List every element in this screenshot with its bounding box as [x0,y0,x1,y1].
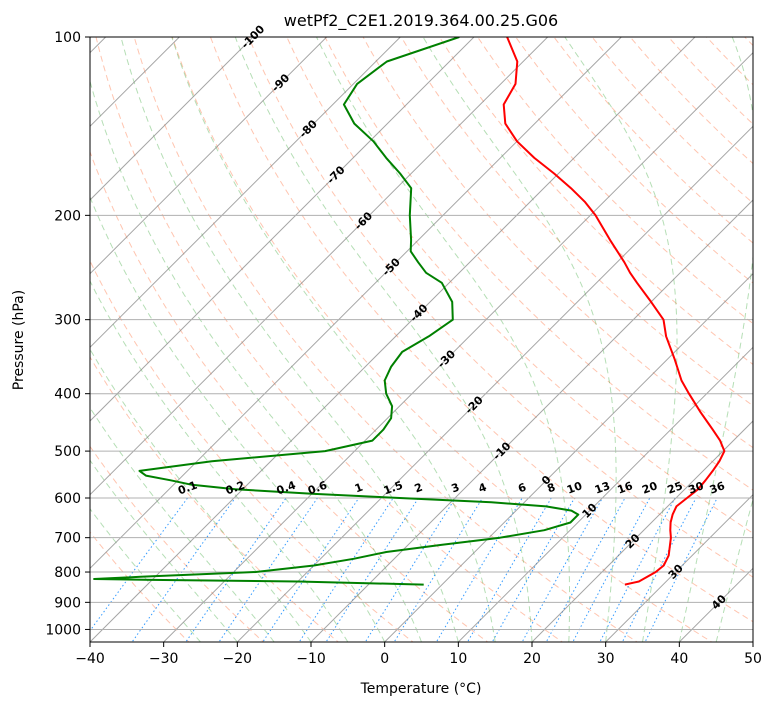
moist-adiabat [90,195,386,642]
isotherm-line [384,272,753,642]
temperature-line [502,37,726,586]
y-tick-label: 400 [54,387,81,403]
moist-adiabat [564,37,678,642]
mixing-ratio-label: 30 [687,479,706,497]
x-tick-label: 0 [380,651,389,667]
mixing-ratio-label: 4 [477,480,489,495]
mixing-ratio-line [131,497,236,642]
isotherm-line [90,37,254,201]
dry-adiabat [286,37,753,534]
moist-adiabat [678,37,753,642]
moist-adiabat [422,37,617,642]
mixing-ratio-line [364,497,456,642]
mixing-ratio-label: 1.5 [382,479,405,498]
mixing-ratio-label: 0.1 [176,479,199,498]
dry-adiabat [400,37,753,407]
mixing-ratio-label: 8 [545,481,557,496]
moist-adiabat [90,406,275,642]
x-tick-label: −30 [149,651,179,667]
mixing-ratio-label: 13 [593,479,612,496]
isotherm-line [605,493,753,642]
x-tick-label: 10 [449,651,467,667]
mixing-ratio-line [435,497,523,642]
mixing-ratio-label: 16 [616,479,635,497]
dry-adiabat [324,37,753,491]
plot-frame [89,36,754,643]
mixing-ratio-label: 2 [413,481,425,496]
isotherm-line [90,37,328,275]
series-layer [93,37,726,586]
dewpoint-line [93,37,580,586]
y-tick-label: 500 [54,444,81,460]
chart-title: wetPf2_C2E1.2019.364.00.25.G06 [284,11,558,31]
mixing-ratio-label: 20 [640,479,659,497]
isotherm-line [236,125,753,642]
mixing-ratio-label: 6 [516,480,528,495]
x-tick-label: 50 [744,651,762,667]
mixing-ratio-label: 0.6 [306,478,329,497]
mixing-ratio-line [521,497,603,642]
isotherm-line [90,37,475,422]
moist-adiabat [90,79,422,642]
y-tick-label: 700 [54,531,81,547]
dry-adiabat [438,37,753,365]
mixing-ratio-label: 3 [450,481,462,496]
x-tick-label: −40 [75,651,105,667]
y-axis-label: Pressure (hPa) [11,290,27,390]
isotherm-line [457,346,753,642]
mixing-ratio-line [491,497,575,642]
x-tick-label: −20 [223,651,253,667]
axis-ticks: −40 −30 −20 −10 0 10 20 30 40 5010020030040050060… [45,30,762,667]
mixing-ratio-label: 25 [666,479,685,496]
moist-adiabat [90,459,238,642]
y-tick-label: 900 [54,595,81,611]
moist-adiabat [171,37,496,642]
x-tick-label: 20 [523,651,541,667]
mixing-ratio-label: 1 [353,481,365,496]
dry-adiabat [362,37,753,449]
y-tick-label: 600 [54,491,81,507]
x-tick-label: 40 [670,651,688,667]
isotherm-line [90,37,696,642]
mixing-ratio-label: 10 [565,479,584,497]
y-tick-label: 1000 [45,622,81,638]
background-lines [90,37,753,642]
y-tick-label: 100 [54,30,81,46]
isotherm-line [310,199,753,642]
mixing-ratio-line [325,497,419,642]
isotherm-line [90,37,549,496]
y-tick-label: 800 [54,565,81,581]
mixing-ratio-label: 36 [708,479,727,497]
isotherm-line [163,51,753,642]
x-axis-label: Temperature (°C) [360,681,482,697]
dry-adiabat [90,259,414,642]
mixing-ratio-label: 0.4 [275,478,298,497]
x-tick-label: 30 [597,651,615,667]
moist-adiabat [120,37,459,642]
mixing-ratio-line [466,497,552,642]
y-tick-label: 300 [54,313,81,329]
dry-adiabat [248,37,753,578]
isotherm-line [531,420,753,642]
moist-adiabat [316,37,571,642]
isotherm-line [90,37,622,570]
mixing-ratio-line [644,497,718,642]
moist-adiabat [90,508,201,642]
x-tick-label: −10 [296,651,326,667]
dry-adiabat [477,37,753,325]
isotherm-line [752,641,753,642]
moist-adiabat [715,497,753,642]
y-tick-label: 200 [54,208,81,224]
isotherm-line [90,37,401,349]
mixing-ratio-label: 0.2 [224,479,247,498]
